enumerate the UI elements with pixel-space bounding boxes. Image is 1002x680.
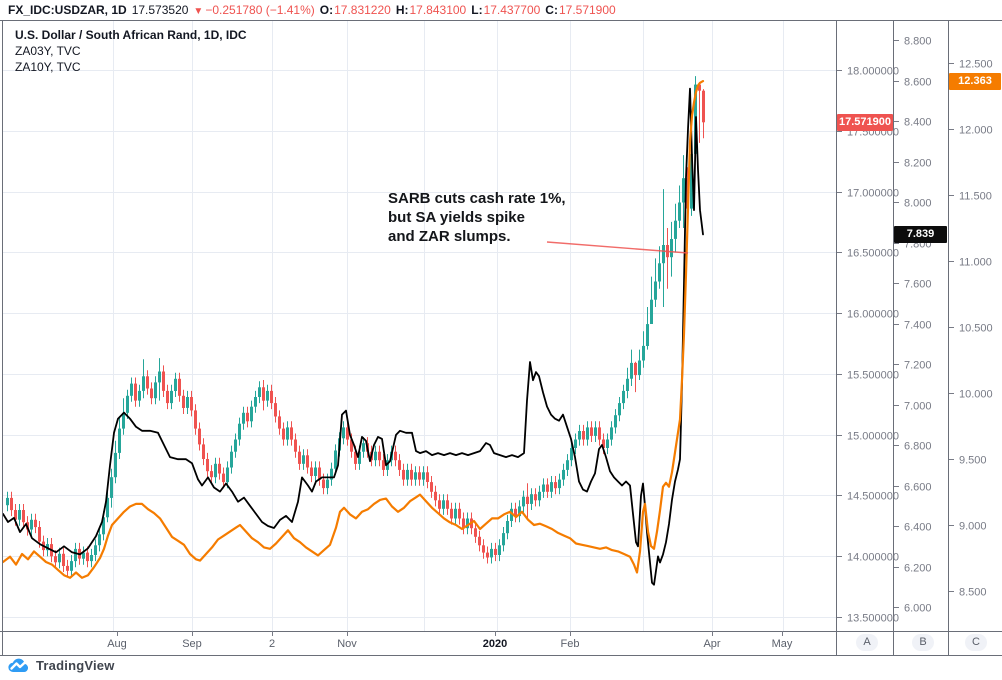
scale-C-tick-label: 10.500 <box>959 323 993 335</box>
change-value: −0.251780 (−1.41%) <box>205 3 315 17</box>
scale-button-a[interactable]: A <box>856 634 878 651</box>
scale-B-tick-label: 6.600 <box>904 482 932 494</box>
usdzar-last-price-label: 17.571900 <box>837 113 893 131</box>
scale-A-tick-label: 13.500000 <box>847 613 899 625</box>
scale-A-tick-label: 16.500000 <box>847 248 899 260</box>
close-label: C: <box>545 3 558 17</box>
scale-A-tick-label: 14.500000 <box>847 491 899 503</box>
legend-za03y-series[interactable]: ZA03Y, TVC <box>15 44 81 58</box>
last-price: 17.573520 <box>131 3 189 17</box>
annotation-note[interactable]: SARB cuts cash rate 1%, but SA yields sp… <box>388 189 566 246</box>
scale-button-c[interactable]: C <box>965 634 987 651</box>
annotation-arrow-line[interactable] <box>546 241 689 254</box>
triangle-down-icon: ▼ <box>193 6 204 17</box>
time-axis-label: 2 <box>269 638 275 650</box>
price-scale-c[interactable] <box>949 21 1002 631</box>
scale-B-tick-label: 7.000 <box>904 401 932 413</box>
scale-A-tick-label: 17.000000 <box>847 188 899 200</box>
chart-legend: U.S. Dollar / South African Rand, 1D, ID… <box>15 27 247 75</box>
symbol-info-bar: FX_IDC:USDZAR, 1D 17.573520 ▼ −0.251780 (−1… <box>0 0 1002 20</box>
annotation-line-1: SARB cuts cash rate 1%, <box>388 190 566 207</box>
scale-B-tick-label: 8.000 <box>904 198 932 210</box>
price-scale-b[interactable] <box>894 21 948 631</box>
scale-B-tick-label: 7.200 <box>904 360 932 372</box>
scale-B-tick-label: 6.400 <box>904 522 932 534</box>
open-label: O: <box>319 3 334 17</box>
line-ZA10Y[interactable] <box>2 79 705 579</box>
scale-C-tick-label: 11.500 <box>959 191 992 203</box>
za03y-last-price-label: 7.839 <box>894 226 947 244</box>
scale-B-tick-label: 7.400 <box>904 320 932 332</box>
scale-B-tick-label: 8.600 <box>904 77 932 89</box>
legend-main-series[interactable]: U.S. Dollar / South African Rand, 1D, ID… <box>15 28 247 42</box>
low-value: 17.437700 <box>483 3 541 17</box>
annotation-line-2: but SA yields spike <box>388 209 525 226</box>
scale-B-tick-label: 7.600 <box>904 279 932 291</box>
time-axis-label: Aug <box>107 638 127 650</box>
close-value: 17.571900 <box>558 3 616 17</box>
legend-za10y-series[interactable]: ZA10Y, TVC <box>15 60 81 74</box>
scale-C-tick-label: 12.500 <box>959 59 993 71</box>
scale-B-tick-label: 8.400 <box>904 117 932 129</box>
scale-A-tick-label: 14.000000 <box>847 552 899 564</box>
scale-C-tick-label: 12.000 <box>959 125 993 137</box>
annotation-line-3: and ZAR slumps. <box>388 228 511 245</box>
time-axis-label: May <box>772 638 793 650</box>
price-scale-a[interactable] <box>837 21 893 631</box>
time-axis-label: Apr <box>703 638 720 650</box>
scale-C-tick-label: 11.000 <box>959 257 992 269</box>
tradingview-brand-text: TradingView <box>36 657 115 673</box>
time-axis-label: 2020 <box>483 638 507 650</box>
scale-B-tick-label: 8.200 <box>904 158 932 170</box>
scale-A-tick-label: 15.500000 <box>847 370 899 382</box>
open-value: 17.831220 <box>334 3 391 17</box>
time-axis-label: Feb <box>561 638 580 650</box>
scale-A-tick-label: 18.000000 <box>847 66 899 78</box>
scale-A-tick-label: 16.000000 <box>847 309 899 321</box>
scale-A-tick-label: 15.000000 <box>847 431 899 443</box>
za10y-last-price-label: 12.363 <box>949 72 1001 90</box>
scale-C-tick-label: 9.500 <box>959 455 987 467</box>
tradingview-logo-icon <box>8 658 29 673</box>
line-ZA03Y[interactable] <box>2 87 704 586</box>
high-label: H: <box>395 3 409 17</box>
scale-button-b[interactable]: B <box>912 634 934 651</box>
scale-B-tick-label: 8.800 <box>904 36 932 48</box>
scale-B-tick-label: 6.200 <box>904 563 932 575</box>
time-axis[interactable] <box>0 632 836 655</box>
scale-C-tick-label: 9.000 <box>959 521 987 533</box>
time-axis-label: Sep <box>182 638 202 650</box>
tradingview-attribution[interactable]: TradingView <box>8 657 115 673</box>
low-label: L: <box>471 3 483 17</box>
scale-C-tick-label: 8.500 <box>959 587 987 599</box>
scale-C-tick-label: 10.000 <box>959 389 993 401</box>
time-axis-label: Nov <box>337 638 357 650</box>
scale-B-tick-label: 6.000 <box>904 603 932 615</box>
scale-B-tick-label: 6.800 <box>904 441 932 453</box>
high-value: 17.843100 <box>409 3 467 17</box>
symbol-title[interactable]: FX_IDC:USDZAR, 1D <box>8 3 127 17</box>
